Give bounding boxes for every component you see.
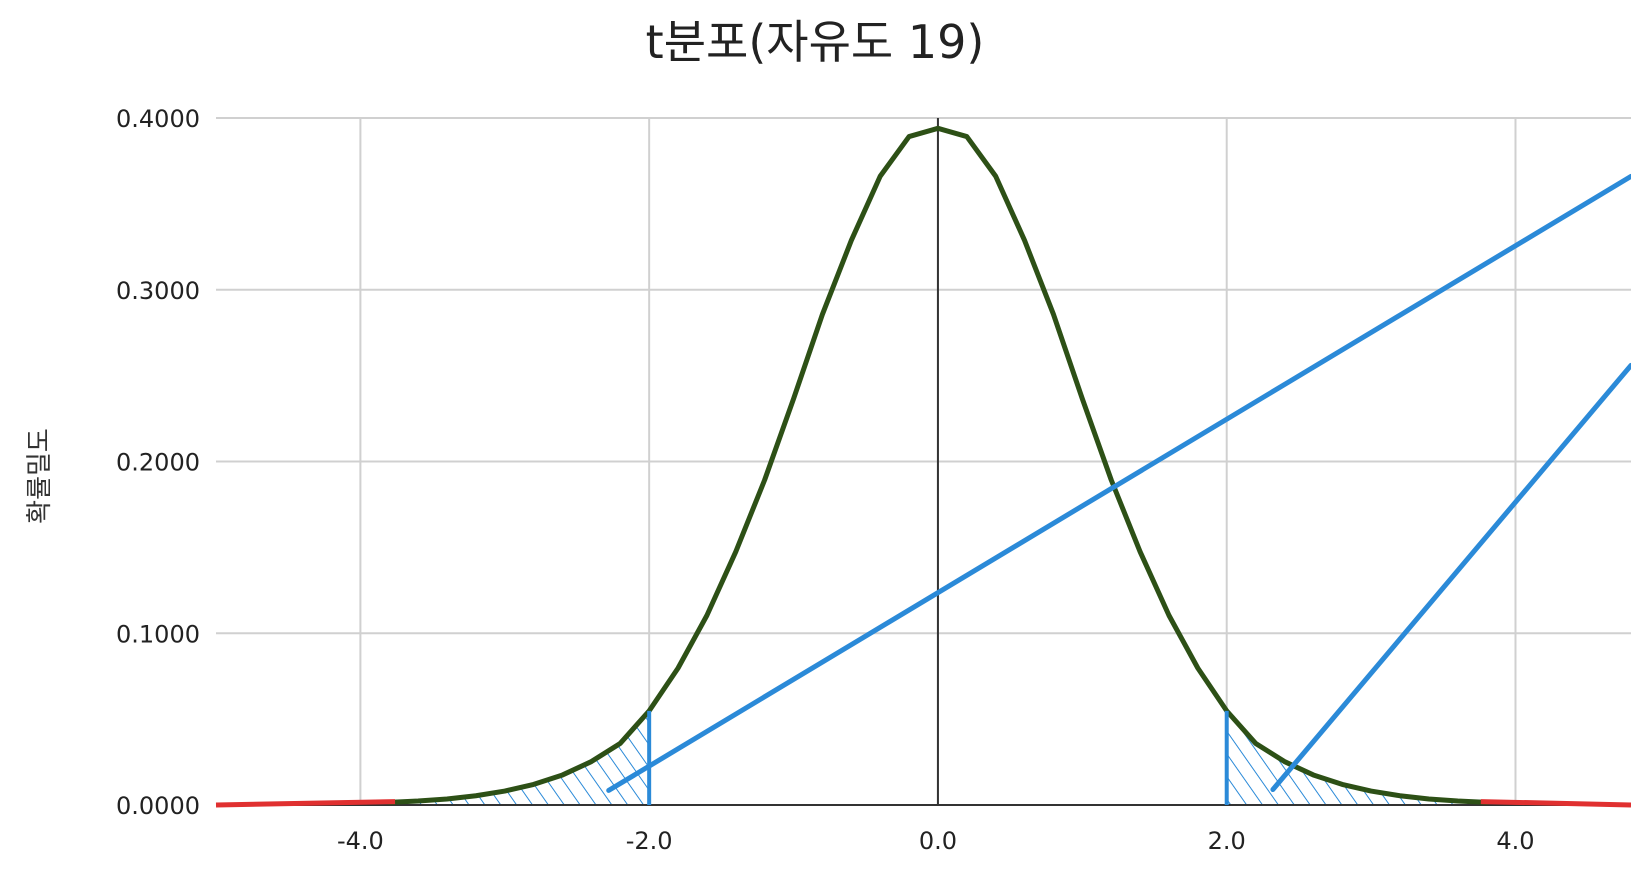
shaded-regions	[216, 710, 1631, 805]
x-tick-label: 4.0	[1496, 827, 1534, 855]
x-tick-label: 2.0	[1208, 827, 1246, 855]
annotation-leader-line	[1270, 362, 1631, 793]
gridlines	[216, 117, 1631, 806]
overlay-lines	[215, 173, 1631, 808]
tail-shaded-area	[1226, 710, 1631, 805]
y-tick-label: 0.4000	[116, 105, 200, 133]
y-tick-label: 0.1000	[116, 620, 200, 648]
annotation-leader-line	[606, 173, 1631, 793]
tick-labels: 0.0000 0.1000 0.2000 0.3000 0.4000 -4.0 -2.0 0.…	[116, 105, 1535, 855]
density-curve	[386, 125, 1490, 805]
red-tail-segment	[1480, 799, 1631, 808]
x-tick-label: 0.0	[919, 827, 957, 855]
y-axis-label: 확률밀도	[25, 428, 55, 524]
series-layer	[216, 118, 1631, 806]
red-tail-segment	[215, 799, 396, 808]
y-tick-label: 0.0000	[116, 792, 200, 820]
chart-title: t분포(자유도 19)	[646, 15, 985, 69]
x-tick-label: -2.0	[626, 827, 673, 855]
y-tick-label: 0.2000	[116, 449, 200, 477]
x-tick-label: -4.0	[337, 827, 384, 855]
y-tick-label: 0.3000	[116, 277, 200, 305]
tail-shaded-area	[216, 710, 650, 805]
